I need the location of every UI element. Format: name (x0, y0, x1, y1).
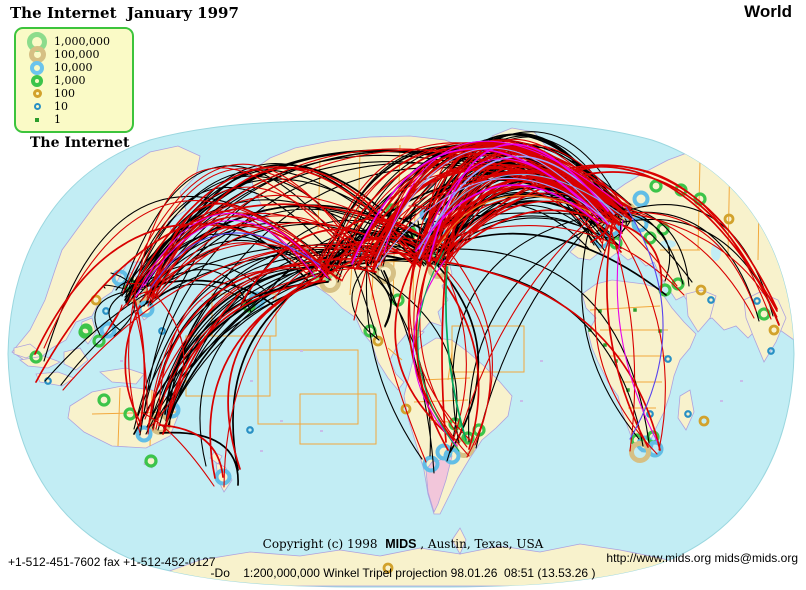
legend-item-label: 1,000 (54, 74, 86, 87)
network-node (97, 393, 111, 407)
connection-arc-group (417, 250, 460, 452)
legend-item: 100 (20, 87, 128, 100)
network-node (92, 334, 106, 348)
legend-item-label: 10 (54, 100, 68, 113)
network-node (753, 297, 761, 305)
network-size-ring-icon (31, 74, 43, 87)
copyright-line: Copyright (c) 1998 MIDS , Austin, Texas,… (0, 537, 806, 551)
legend-item-label: 1,000,000 (54, 35, 110, 48)
web-email-line: http://www.mids.org mids@mids.org (606, 551, 798, 565)
copyright-prefix: Copyright (c) 1998 (262, 537, 386, 551)
connection-arc-group (375, 147, 610, 269)
network-node (664, 355, 672, 363)
network-node (626, 388, 630, 392)
network-node (698, 415, 710, 427)
network-node (461, 431, 475, 445)
network-size-ring-icon (32, 89, 42, 98)
region-label: World (744, 2, 792, 21)
legend-item-label: 1 (54, 113, 61, 126)
network-node (633, 308, 637, 312)
scale-projection-line: -Do 1:200,000,000 Winkel Tripel projecti… (210, 566, 596, 580)
legend-box: 1,000,000 100,000 10,000 1,000 100 10 1 (14, 27, 134, 133)
connection-arc-group (135, 140, 658, 447)
network-node (214, 468, 232, 486)
network-node (422, 455, 440, 473)
network-node (684, 410, 692, 418)
network-node (693, 192, 707, 206)
phone-fax-line: +1-512-451-7602 fax +1-512-452-0127 (8, 555, 216, 569)
connection-arc-group (418, 173, 629, 250)
legend-item: 1 (20, 113, 128, 126)
network-node (695, 284, 707, 296)
network-node (374, 262, 396, 284)
connection-arcs-layer (34, 131, 780, 488)
network-node (598, 309, 602, 313)
network-node (767, 347, 775, 355)
network-node (768, 324, 780, 336)
network-size-ring-icon (30, 60, 44, 75)
network-node (723, 213, 735, 225)
network-node (246, 426, 254, 434)
legend-item-label: 10,000 (54, 61, 93, 74)
network-node (144, 454, 158, 468)
legend-item: 1,000 (20, 74, 128, 87)
island-specks (120, 300, 743, 452)
network-size-ring-icon (35, 117, 39, 122)
network-node (372, 335, 384, 347)
connection-arc-group (445, 266, 467, 441)
connection-arc-group (150, 206, 664, 440)
connection-arc-group (437, 194, 609, 248)
network-node (629, 441, 651, 463)
network-node (632, 190, 650, 208)
network-node (382, 562, 394, 574)
legend-item: 10 (20, 100, 128, 113)
network-size-ring-icon (33, 103, 41, 110)
org-name: MIDS (385, 537, 417, 551)
copyright-suffix: , Austin, Texas, USA (416, 537, 544, 551)
network-node (78, 325, 92, 339)
network-node (135, 425, 153, 443)
network-node (400, 403, 412, 415)
network-node (99, 321, 117, 339)
legend-rows: 1,000,000 100,000 10,000 1,000 100 10 1 (20, 31, 128, 126)
legend-item-label: 100,000 (54, 48, 100, 61)
network-node (90, 294, 102, 306)
legend-caption: The Internet (30, 135, 130, 151)
network-node (649, 179, 663, 193)
network-node (158, 327, 166, 335)
page-title: The Internet January 1997 (10, 4, 239, 22)
network-node (603, 343, 607, 347)
network-node (707, 296, 715, 304)
legend-item: 100,000 (20, 46, 128, 63)
legend-item: 10,000 (20, 60, 128, 75)
legend-item-label: 100 (54, 87, 75, 100)
